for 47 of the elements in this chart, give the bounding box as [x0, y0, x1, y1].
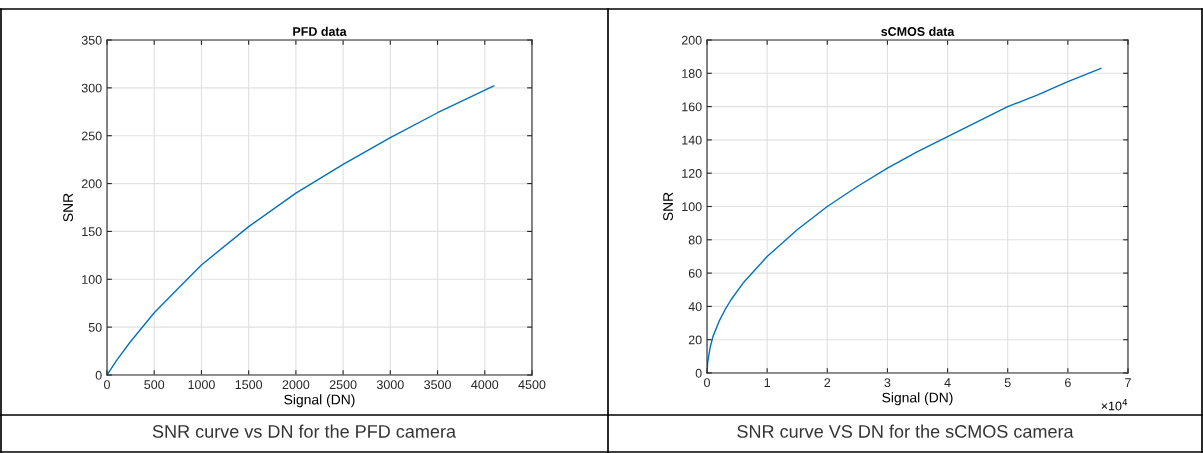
y-tick-label: 0 [95, 370, 102, 380]
y-axis-title: SNR [663, 192, 673, 221]
x-tick-label: 3000 [376, 380, 404, 390]
x-tick-label: 3 [884, 378, 891, 388]
y-tick-label: 60 [688, 268, 702, 278]
y-tick-label: 100 [682, 202, 702, 212]
y-tick-label: 20 [688, 335, 702, 345]
x-tick-label: 6 [1065, 378, 1071, 388]
text: ×10$^{4}$ [1101, 399, 1128, 411]
chart-title: PFD data [293, 26, 347, 36]
y-tick-label: 0 [695, 368, 702, 378]
x-tick-label: 5 [1004, 378, 1011, 388]
text: SNR curve VS DN for the sCMOS camera [737, 424, 1074, 438]
x-axis-title: Signal (DN) [284, 394, 355, 408]
y-tick-label: 80 [688, 235, 702, 245]
x-tick-label: 3500 [424, 380, 451, 390]
x-tick-label: 2 [824, 378, 831, 387]
x-tick-label: 2500 [329, 380, 357, 390]
x-tick-label: 1 [764, 378, 771, 387]
y-tick-label: 300 [81, 83, 102, 93]
x-tick-label: 2000 [282, 380, 310, 390]
y-tick-label: 160 [682, 102, 702, 112]
x-tick-label: 7 [1125, 378, 1131, 387]
y-tick-label: 150 [82, 227, 102, 237]
y-tick-label: 40 [688, 302, 702, 312]
y-tick-label: 50 [88, 322, 102, 332]
y-tick-label: 180 [682, 69, 702, 78]
line-series [107, 85, 495, 375]
y-tick-label: 120 [682, 169, 702, 178]
text: SNR curve vs DN for the PFD camera [152, 424, 457, 438]
y-tick-label: 100 [82, 275, 102, 284]
y-tick-label: 200 [81, 179, 102, 189]
y-tick-label: 140 [682, 135, 702, 145]
y-axis-title: SNR [63, 193, 73, 222]
x-tick-label: 0 [704, 378, 710, 388]
x-axis-title: Signal (DN) [882, 392, 953, 406]
y-tick-label: 350 [81, 35, 102, 45]
x-tick-label: 0 [104, 380, 110, 390]
x-tick-label: 4 [944, 378, 951, 387]
chart-title: sCMOS data [881, 26, 955, 36]
x-tick-label: 4000 [471, 380, 499, 390]
y-tick-label: 250 [81, 131, 102, 141]
x-tick-label: 1500 [235, 380, 263, 390]
x-tick-label: 500 [144, 380, 165, 390]
x-tick-label: 1000 [188, 380, 215, 390]
y-tick-label: 200 [681, 35, 702, 45]
x-tick-label: 4500 [518, 380, 546, 390]
